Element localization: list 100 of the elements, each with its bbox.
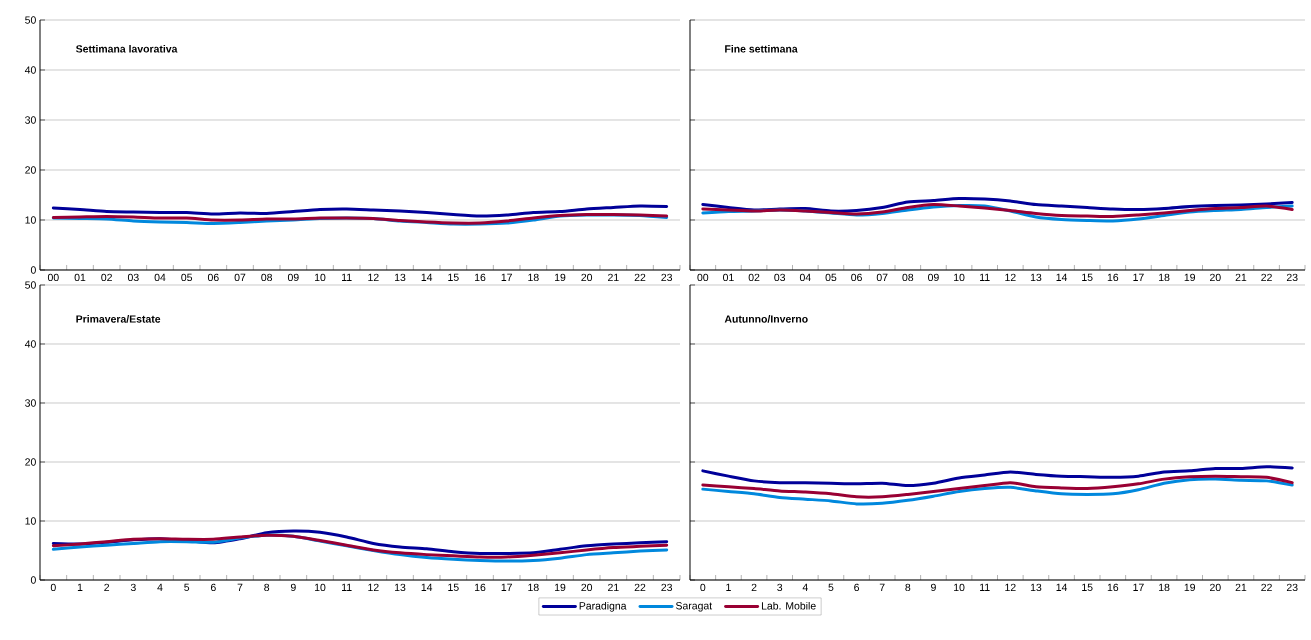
- x-tick-label: 15: [448, 273, 459, 281]
- x-tick-label: 19: [1184, 583, 1196, 592]
- x-tick-label: 01: [74, 273, 86, 282]
- x-tick-label: 15: [448, 583, 459, 591]
- x-tick-label: 20: [581, 583, 593, 592]
- text: Primavera/Estate: [76, 315, 161, 323]
- y-tick-label: 30: [25, 399, 36, 407]
- x-tick-label: 17: [1133, 273, 1144, 281]
- y-tick-label: 10: [25, 216, 36, 224]
- x-tick-label: 6: [210, 583, 216, 592]
- x-tick-label: 04: [154, 273, 166, 282]
- x-tick-label: 12: [1005, 583, 1016, 591]
- y-tick-label: 40: [24, 66, 36, 74]
- x-tick-label: 15: [1082, 273, 1093, 281]
- x-tick-label: 20: [581, 273, 593, 282]
- x-tick-label: 18: [528, 273, 539, 282]
- x-tick-label: 18: [1159, 273, 1170, 282]
- x-tick-label: 16: [1107, 273, 1119, 282]
- y-tick-label: 0: [30, 576, 36, 584]
- y-tick-label: 20: [25, 166, 36, 174]
- y-tick-label: 20: [25, 458, 36, 466]
- x-tick-label: 8: [905, 583, 911, 592]
- legend-label: Saragat: [675, 602, 713, 612]
- x-tick-label: 04: [799, 273, 811, 282]
- x-tick-label: 14: [421, 273, 433, 281]
- x-tick-label: 3: [130, 583, 136, 592]
- x-tick-label: 13: [394, 273, 406, 282]
- x-tick-label: 18: [528, 583, 539, 592]
- y-tick-label: 50: [25, 16, 36, 24]
- x-tick-label: 07: [234, 273, 246, 282]
- x-tick-label: 12: [1005, 273, 1016, 281]
- x-tick-label: 09: [287, 273, 299, 282]
- x-tick-label: 22: [634, 583, 646, 591]
- x-tick-label: 20: [1210, 583, 1221, 592]
- x-tick-label: 0: [700, 583, 706, 592]
- x-tick-label: 11: [980, 273, 990, 281]
- x-tick-label: 13: [394, 583, 406, 592]
- x-tick-label: 03: [127, 273, 139, 282]
- x-tick-label: 01: [723, 273, 734, 282]
- y-tick-label: 10: [25, 517, 36, 525]
- x-tick-label: 1: [726, 583, 731, 591]
- y-tick-label: 40: [24, 340, 36, 348]
- x-tick-label: 17: [501, 583, 512, 591]
- x-tick-label: 3: [777, 583, 783, 592]
- x-tick-label: 10: [314, 273, 326, 282]
- x-tick-label: 08: [902, 273, 914, 282]
- x-tick-label: 22: [1261, 583, 1272, 591]
- x-tick-label: 2: [104, 583, 110, 591]
- x-tick-label: 9: [290, 583, 296, 592]
- x-tick-label: 02: [101, 273, 112, 282]
- x-tick-label: 19: [554, 583, 566, 592]
- x-tick-label: 00: [697, 273, 709, 282]
- x-tick-label: 14: [1056, 583, 1068, 591]
- x-tick-label: 21: [608, 273, 619, 281]
- x-tick-label: 16: [474, 273, 486, 282]
- x-tick-label: 16: [1107, 583, 1119, 592]
- x-tick-label: 18: [1159, 583, 1170, 592]
- x-tick-label: 03: [774, 273, 786, 282]
- text: Settimana lavorativa: [75, 44, 178, 53]
- x-tick-label: 1: [77, 583, 83, 591]
- x-tick-label: 07: [876, 273, 888, 282]
- x-tick-label: 00: [47, 273, 59, 282]
- x-tick-label: 08: [261, 273, 273, 282]
- x-tick-label: 7: [237, 583, 243, 591]
- x-tick-label: 11: [342, 583, 352, 591]
- x-tick-label: 17: [1133, 583, 1144, 591]
- x-tick-label: 6: [854, 583, 860, 592]
- x-tick-label: 10: [954, 583, 965, 592]
- x-tick-label: 13: [1030, 273, 1042, 282]
- x-tick-label: 13: [1030, 583, 1042, 592]
- y-tick-label: 50: [25, 281, 36, 289]
- x-tick-label: 22: [1261, 273, 1272, 281]
- legend-label: Lab. Mobile: [761, 601, 816, 610]
- x-tick-label: 20: [1210, 273, 1221, 282]
- x-tick-label: 11: [980, 583, 990, 591]
- x-tick-label: 11: [342, 273, 352, 281]
- x-tick-label: 06: [207, 273, 219, 282]
- x-tick-label: 15: [1082, 583, 1093, 591]
- x-tick-label: 10: [314, 583, 326, 592]
- x-tick-label: 0: [50, 583, 56, 592]
- x-tick-label: 19: [1184, 273, 1196, 282]
- y-tick-label: 30: [25, 116, 36, 124]
- text: Fine settimana: [725, 44, 798, 53]
- x-tick-label: 17: [501, 273, 512, 281]
- x-tick-label: 5: [828, 583, 834, 591]
- x-tick-label: 22: [634, 273, 646, 281]
- x-tick-label: 12: [368, 273, 379, 281]
- x-tick-label: 05: [181, 273, 193, 282]
- x-tick-label: 23: [661, 583, 673, 592]
- x-tick-label: 23: [1286, 583, 1298, 592]
- x-tick-label: 14: [421, 583, 433, 591]
- x-tick-label: 02: [748, 273, 760, 282]
- y-tick-label: 0: [30, 266, 36, 274]
- x-tick-label: 2: [751, 583, 757, 591]
- x-tick-label: 06: [851, 273, 862, 282]
- x-tick-label: 21: [1235, 583, 1247, 591]
- x-tick-label: 12: [368, 583, 379, 591]
- x-tick-label: 10: [954, 273, 965, 282]
- x-tick-label: 23: [1286, 273, 1298, 282]
- x-tick-label: 8: [264, 583, 270, 592]
